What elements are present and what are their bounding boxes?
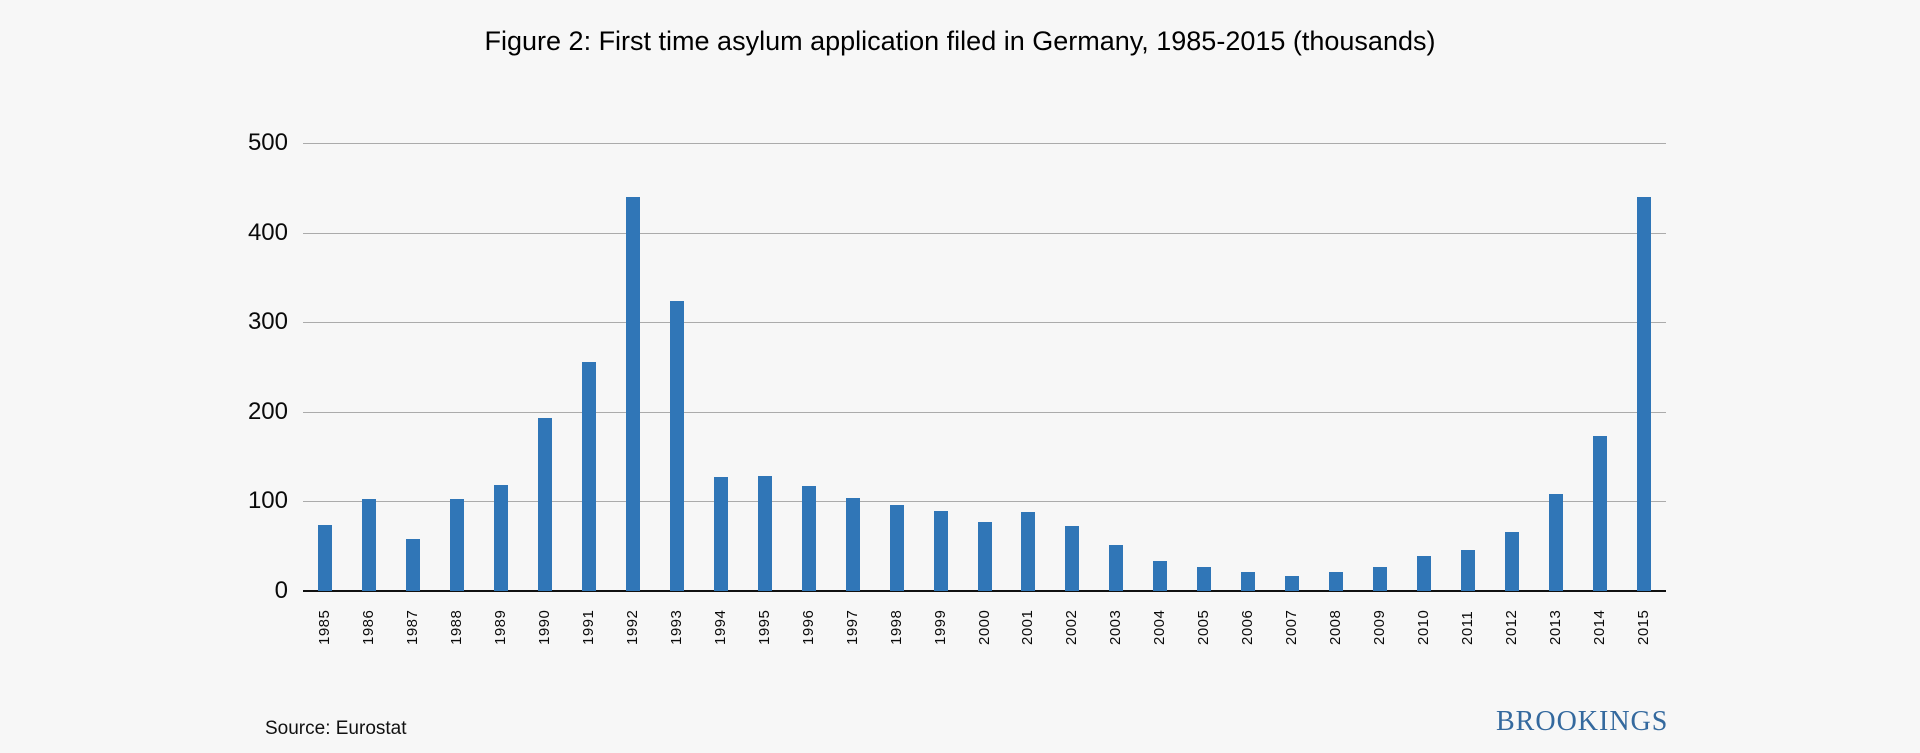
gridline-y200: [303, 411, 1666, 413]
x-axis-tick-label: 2009: [1371, 609, 1389, 645]
x-axis-tick-label: 1989: [491, 609, 509, 645]
x-axis-tick-label: 1990: [535, 609, 553, 645]
bar-1991: [581, 361, 596, 591]
source-note: Source: Eurostat: [265, 718, 407, 739]
bar-1986: [361, 498, 376, 591]
y-axis-tick-label: 100: [247, 487, 288, 515]
bar-2003: [1109, 545, 1124, 591]
bar-1995: [757, 476, 772, 591]
x-axis-tick-label: 2015: [1635, 609, 1653, 645]
gridline-y100: [303, 501, 1666, 503]
bar-1987: [405, 539, 420, 591]
x-axis-tick-label: 1998: [887, 609, 905, 645]
x-axis-tick-label: 2004: [1151, 609, 1169, 645]
y-axis-tick-label: 0: [274, 577, 288, 604]
x-axis-tick-label: 1995: [755, 609, 773, 645]
bar-2011: [1461, 549, 1476, 591]
x-axis-tick-label: 2005: [1195, 609, 1213, 645]
bar-1992: [625, 196, 640, 591]
x-axis-tick-label: 2012: [1503, 609, 1521, 645]
bar-2002: [1065, 525, 1080, 591]
x-axis-tick-label: 2013: [1547, 609, 1565, 645]
bar-1989: [493, 485, 508, 591]
gridline-y300: [303, 322, 1666, 324]
y-axis-tick-label: 300: [247, 308, 288, 336]
y-axis-tick-label: 500: [247, 129, 288, 156]
x-axis-tick-label: 2007: [1283, 609, 1301, 645]
x-axis-tick-label: 2008: [1327, 609, 1345, 645]
bar-2008: [1329, 572, 1344, 591]
bar-2009: [1373, 566, 1388, 591]
gridline-y400: [303, 232, 1666, 234]
chart-title: Figure 2: First time asylum application …: [484, 26, 1436, 56]
bar-2015: [1637, 196, 1652, 591]
bar-2010: [1417, 556, 1432, 591]
bar-1993: [669, 300, 684, 591]
bar-2005: [1197, 566, 1212, 591]
bar-2012: [1505, 531, 1520, 591]
bar-1999: [933, 511, 948, 591]
x-axis-tick-label: 1994: [711, 609, 729, 645]
bar-1998: [889, 504, 904, 591]
x-axis-tick-label: 1987: [403, 609, 421, 645]
x-axis-tick-label: 2000: [975, 609, 993, 645]
x-axis-tick-label: 1993: [667, 609, 685, 645]
x-axis-tick-label: 1988: [447, 609, 465, 645]
x-axis-line: [303, 590, 1666, 592]
x-axis-tick-label: 1999: [931, 609, 949, 645]
x-axis-tick-label: 1996: [799, 609, 817, 645]
x-axis-tick-label: 2002: [1063, 609, 1081, 645]
x-axis-tick-label: 2003: [1107, 609, 1125, 645]
bar-1997: [845, 497, 860, 591]
bar-2001: [1021, 512, 1036, 591]
bar-2014: [1593, 435, 1608, 591]
x-axis-tick-label: 2014: [1591, 609, 1609, 645]
bar-2013: [1549, 494, 1564, 591]
bar-1985: [317, 524, 332, 591]
x-axis-tick-label: 2011: [1459, 610, 1477, 645]
bar-2004: [1153, 561, 1168, 591]
x-axis-tick-label: 1986: [359, 609, 377, 645]
y-axis-tick-label: 400: [247, 218, 288, 246]
x-axis-tick-label: 1992: [623, 609, 641, 645]
x-axis-tick-label: 1991: [579, 609, 597, 645]
bar-1990: [537, 418, 552, 591]
bar-2006: [1241, 572, 1256, 591]
y-axis-tick-label: 200: [247, 397, 288, 425]
x-axis-tick-label: 1997: [843, 609, 861, 645]
x-axis-tick-label: 1985: [315, 609, 333, 645]
bar-1996: [801, 486, 816, 591]
x-axis-tick-label: 2006: [1239, 609, 1257, 645]
brookings-logo: BROOKINGS: [1496, 706, 1669, 737]
x-axis-tick-label: 2001: [1019, 609, 1037, 645]
bar-2000: [977, 522, 992, 591]
gridline-y500: [303, 143, 1666, 144]
bar-2007: [1285, 575, 1300, 591]
bar-1994: [713, 477, 728, 591]
bar-1988: [449, 498, 464, 591]
x-axis-tick-label: 2010: [1415, 609, 1433, 645]
